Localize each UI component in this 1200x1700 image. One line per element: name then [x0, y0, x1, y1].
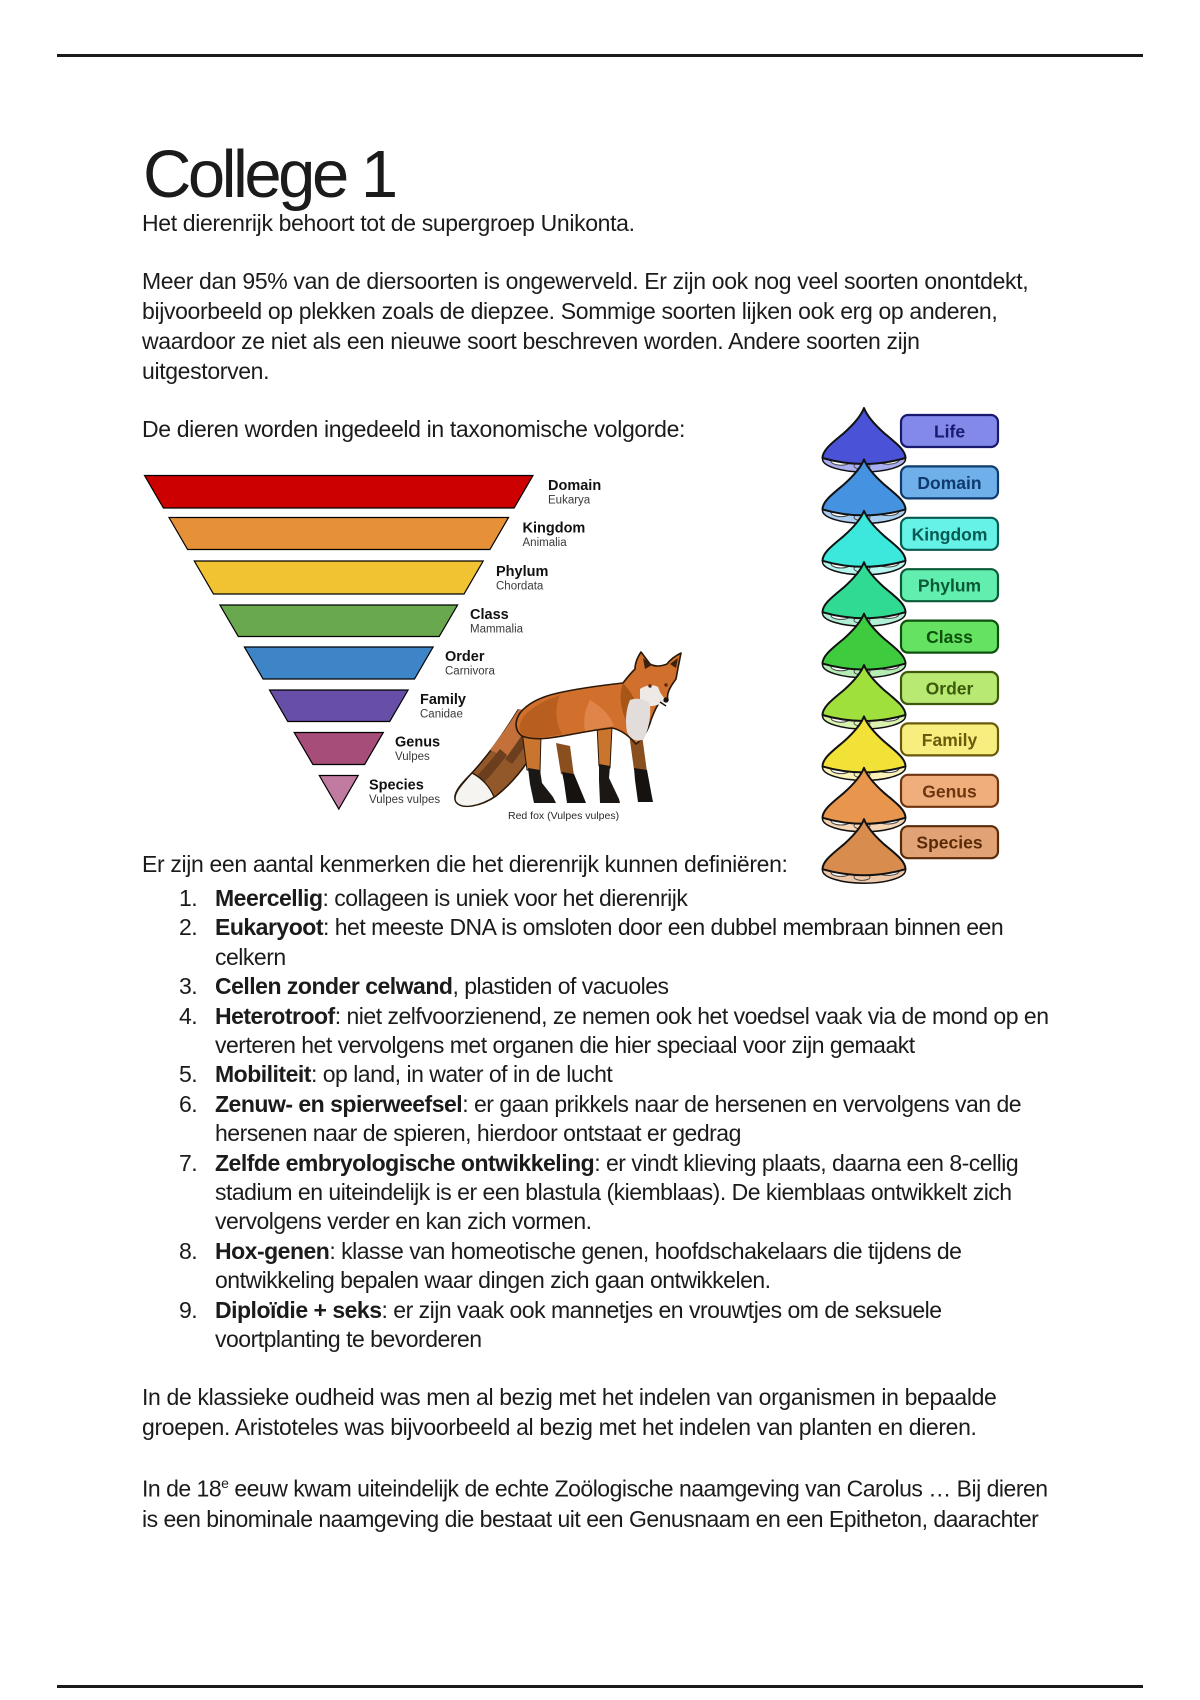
svg-text:Order: Order — [445, 649, 485, 665]
svg-text:Kingdom: Kingdom — [912, 524, 988, 544]
svg-text:Class: Class — [926, 627, 973, 647]
svg-text:Genus: Genus — [395, 735, 440, 751]
svg-text:Canidae: Canidae — [420, 709, 463, 721]
svg-text:Species: Species — [916, 833, 982, 853]
svg-text:Eukarya: Eukarya — [548, 495, 591, 507]
svg-text:Species: Species — [369, 778, 424, 794]
svg-text:Animalia: Animalia — [523, 537, 568, 549]
svg-text:Phylum: Phylum — [496, 564, 548, 580]
svg-text:Family: Family — [420, 692, 466, 708]
svg-text:Order: Order — [926, 679, 974, 699]
svg-text:Domain: Domain — [917, 473, 981, 493]
svg-text:Phylum: Phylum — [918, 576, 981, 596]
svg-text:Carnivora: Carnivora — [445, 666, 495, 678]
svg-text:Life: Life — [934, 422, 965, 442]
svg-text:Genus: Genus — [922, 781, 977, 801]
svg-text:Domain: Domain — [548, 478, 601, 494]
svg-text:Family: Family — [922, 730, 978, 750]
svg-text:Vulpes: Vulpes — [395, 751, 430, 763]
svg-text:Red fox (Vulpes vulpes): Red fox (Vulpes vulpes) — [508, 810, 619, 822]
svg-text:Kingdom: Kingdom — [523, 521, 586, 537]
svg-text:Vulpes vulpes: Vulpes vulpes — [369, 794, 440, 806]
svg-text:Mammalia: Mammalia — [470, 624, 524, 636]
svg-text:Chordata: Chordata — [496, 581, 544, 593]
svg-text:Class: Class — [470, 607, 509, 623]
